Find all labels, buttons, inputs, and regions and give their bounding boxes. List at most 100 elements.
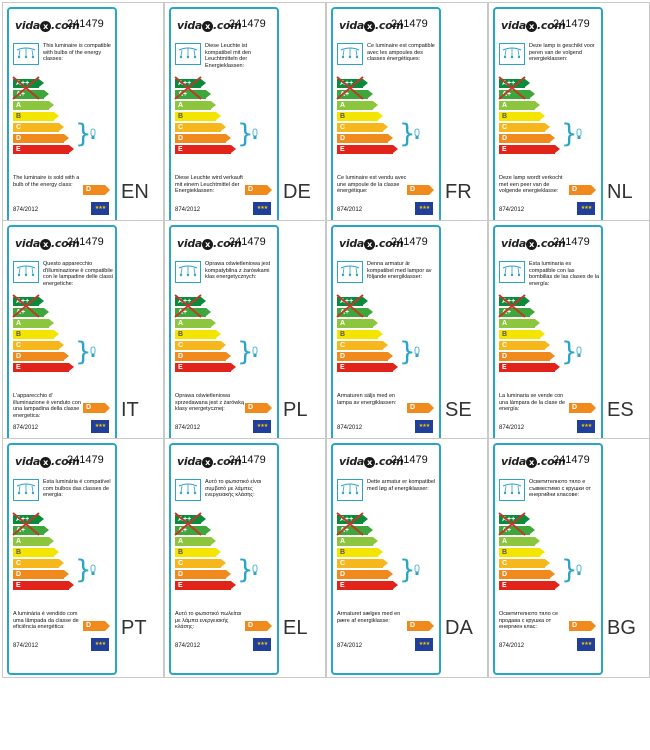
brand-x-icon: x: [526, 239, 538, 250]
brand-x-icon: x: [526, 21, 538, 32]
brand-name: vida: [15, 455, 41, 468]
energy-class-bar: A+: [499, 526, 535, 535]
energy-class-bar: C: [13, 123, 64, 132]
product-code: 241479: [391, 454, 428, 466]
luminaire-icon: [499, 261, 525, 283]
compatible-range-brace-icon: }: [237, 337, 254, 367]
brand-name: vida: [15, 19, 41, 32]
product-code: 241479: [67, 18, 104, 30]
energy-class-bar: A+: [175, 308, 211, 317]
energy-label-card: vida x .com 241479 Esta luminaria es compati…: [493, 225, 603, 457]
luminaire-icon: [337, 43, 363, 65]
bulb-icon: [251, 345, 259, 357]
compatibility-text: Dette armatur er kompatibel med løg af e…: [367, 479, 436, 492]
compatibility-text: Oprawa oświetleniowa jest kompatybilna z…: [205, 261, 271, 280]
product-code: 241479: [553, 454, 590, 466]
product-code: 241479: [67, 454, 104, 466]
product-code: 241479: [391, 18, 428, 30]
energy-class-badge: D: [569, 185, 596, 195]
brand-name: vida: [177, 237, 203, 250]
luminaire-icon: [13, 479, 39, 501]
sold-with-text: The luminaire is sold with a bulb of the…: [13, 175, 80, 188]
language-code: DA: [445, 617, 473, 639]
sold-with-text: Armaturen säljs med en lampa av energikl…: [337, 393, 397, 406]
energy-class-bar: C: [13, 341, 64, 350]
energy-label-card: vida x .com 241479 This luminaire is compati…: [7, 7, 117, 239]
eu-flag-icon: ★★★: [577, 420, 595, 433]
regulation-number: 874/2012: [337, 425, 363, 431]
energy-class-bar: D: [499, 352, 555, 361]
energy-label-card: vida x .com 241479 Esta luminária é compatív…: [7, 443, 117, 675]
brand-x-icon: x: [202, 457, 214, 468]
bulb-icon: [251, 127, 259, 139]
energy-class-bar: A+: [337, 90, 373, 99]
brand-x-icon: x: [364, 239, 376, 250]
regulation-number: 874/2012: [175, 643, 201, 649]
energy-label-cell-nl: vida x .com 241479 Deze lamp is geschikt voo…: [488, 2, 650, 242]
energy-class-bar: C: [337, 123, 388, 132]
energy-class-badge: D: [407, 185, 434, 195]
energy-class-bar: A: [13, 319, 54, 328]
brand-name: vida: [501, 19, 527, 32]
energy-class-bar: A++: [13, 515, 44, 524]
energy-class-bar: B: [499, 548, 545, 557]
energy-class-scale: A++ A+ A B C D E: [499, 515, 560, 592]
energy-label-cell-de: vida x .com 241479 Diese Leuchte ist kompati…: [164, 2, 326, 242]
brand-domain: .com: [51, 455, 80, 468]
eu-flag-icon: ★★★: [577, 638, 595, 651]
brand-x-icon: x: [364, 21, 376, 32]
energy-class-bar: A: [337, 319, 378, 328]
energy-class-bar: A+: [337, 526, 373, 535]
excluded-classes-cross-icon: [173, 75, 203, 101]
energy-label-card: vida x .com 241479 Oprawa oświetleniowa jest…: [169, 225, 279, 457]
energy-class-bar: A: [175, 101, 216, 110]
energy-class-bar: A+: [499, 308, 535, 317]
energy-class-bar: B: [499, 112, 545, 121]
compatible-range-brace-icon: }: [75, 555, 92, 585]
energy-class-bar: A+: [13, 90, 49, 99]
bulb-icon: [89, 563, 97, 575]
language-code: PL: [283, 399, 308, 421]
compatible-range-brace-icon: }: [75, 337, 92, 367]
energy-class-scale: A++ A+ A B C D E: [499, 297, 560, 374]
energy-class-bar: A+: [175, 90, 211, 99]
energy-class-bar: A: [499, 537, 540, 546]
energy-label-cell-el: vida x .com 241479 Αυτό το φωτιστικό είναι σ…: [164, 438, 326, 678]
energy-class-bar: A++: [499, 515, 530, 524]
energy-class-badge: D: [245, 403, 272, 413]
energy-class-scale: A++ A+ A B C D E: [175, 79, 236, 156]
luminaire-icon: [337, 261, 363, 283]
sold-with-text: La luminaria se vende con una lámpara de…: [499, 393, 566, 412]
energy-class-badge: D: [83, 621, 110, 631]
energy-class-bar: D: [175, 570, 231, 579]
energy-label-card: vida x .com 241479 Denna armatur är kompatib…: [331, 225, 441, 457]
energy-class-bar: E: [175, 145, 236, 154]
luminaire-icon: [175, 43, 201, 65]
eu-flag-icon: ★★★: [415, 638, 433, 651]
sold-with-text: A luminária é vendido com uma lâmpada da…: [13, 611, 79, 630]
compatibility-text: Осветителното тяло е съвместимо с крушки…: [529, 479, 591, 498]
energy-class-bar: A: [175, 537, 216, 546]
compatibility-text: Questo apparecchio d'illuminazione è com…: [43, 261, 114, 287]
excluded-classes-cross-icon: [335, 511, 365, 537]
energy-class-bar: E: [337, 363, 398, 372]
energy-class-bar: A++: [499, 79, 530, 88]
energy-class-bar: A++: [175, 297, 206, 306]
brand-name: vida: [177, 455, 203, 468]
product-code: 241479: [67, 236, 104, 248]
brand-logo: vida x .com: [15, 19, 80, 32]
energy-class-bar: A++: [13, 297, 44, 306]
energy-label-cell-it: vida x .com 241479 Questo apparecchio d'illu…: [2, 220, 164, 460]
energy-class-bar: C: [175, 559, 226, 568]
excluded-classes-cross-icon: [11, 511, 41, 537]
compatibility-text: This luminaire is compatible with bulbs …: [43, 43, 111, 62]
energy-class-bar: C: [175, 123, 226, 132]
eu-flag-icon: ★★★: [253, 638, 271, 651]
regulation-number: 874/2012: [175, 425, 201, 431]
energy-class-badge: D: [407, 621, 434, 631]
brand-name: vida: [339, 455, 365, 468]
brand-x-icon: x: [40, 457, 52, 468]
energy-label-cell-bg: vida x .com 241479 Осветителното тяло е съвм…: [488, 438, 650, 678]
energy-class-bar: A+: [175, 526, 211, 535]
energy-class-bar: A: [499, 101, 540, 110]
